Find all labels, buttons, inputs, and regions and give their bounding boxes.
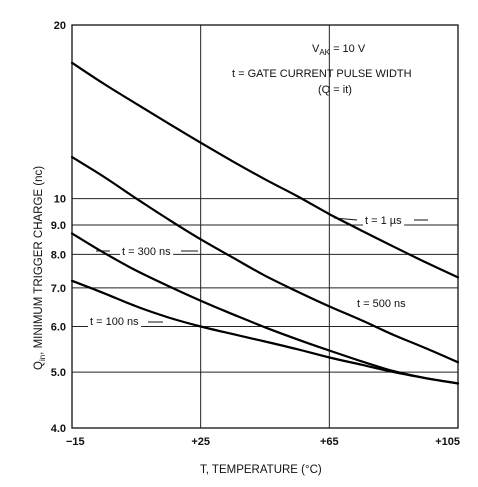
y-tick-label: 9.0 xyxy=(51,220,66,232)
y-tick-label: 5.0 xyxy=(51,367,66,379)
y-tick-label: 20 xyxy=(54,20,66,32)
label-background xyxy=(88,315,142,329)
series-1us-label: t = 1 µs xyxy=(365,215,402,227)
y-tick-label: 10 xyxy=(54,194,66,206)
annotation-line-2: t = GATE CURRENT PULSE WIDTH xyxy=(232,68,412,80)
label-background xyxy=(355,297,409,311)
annotation-line-1: VAK = 10 V xyxy=(312,43,366,57)
series-300ns-label: t = 300 ns xyxy=(122,246,171,258)
x-tick-label: +25 xyxy=(191,436,210,448)
x-tick-label: +65 xyxy=(320,436,339,448)
annotation-line-3: (Q = it) xyxy=(318,84,352,96)
y-tick-label: 8.0 xyxy=(51,249,66,261)
x-tick-label: −15 xyxy=(66,436,85,448)
series-1us-line xyxy=(70,61,460,279)
tick-labels: 4.0 5.0 6.0 7.0 8.0 9.0 10 20 −15 +25 +65 +105 xyxy=(51,20,460,448)
series-100ns-line xyxy=(70,279,460,385)
chart-annotation: VAK = 10 V t = GATE CURRENT PULSE WIDTH … xyxy=(232,43,412,96)
y-tick-label: 7.0 xyxy=(51,283,66,295)
label-background xyxy=(120,245,174,259)
plot-frame xyxy=(71,24,459,429)
series-500ns-label: t = 500 ns xyxy=(357,298,406,310)
y-tick-label: 4.0 xyxy=(51,423,66,435)
series-500ns-line xyxy=(70,156,460,364)
data-curves xyxy=(70,61,460,385)
y-axis-label: Qin, MINIMUM TRIGGER CHARGE (nc) xyxy=(33,166,47,370)
leader-line xyxy=(333,217,358,221)
x-tick-label: +105 xyxy=(435,436,460,448)
y-tick-label: 6.0 xyxy=(51,321,66,333)
series-labels: t = 1 µs t = 500 ns t = 300 ns t = 100 ns xyxy=(88,214,428,329)
label-background xyxy=(363,214,405,228)
series-100ns-label: t = 100 ns xyxy=(90,316,139,328)
x-axis-label: T, TEMPERATURE (°C) xyxy=(200,464,322,476)
